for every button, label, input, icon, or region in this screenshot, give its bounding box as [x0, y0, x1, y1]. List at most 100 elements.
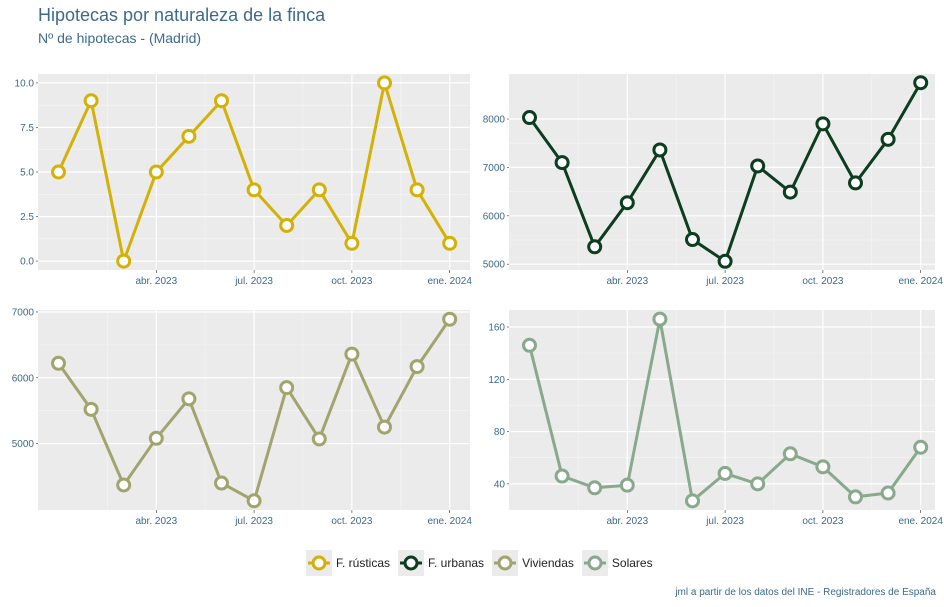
x-tick-label: ene. 2024 [427, 276, 472, 287]
x-tick-label: jul. 2023 [705, 516, 744, 527]
panel-f-r-sticas: 0.0 2.5 5.0 7.5 10.0 abr. 2023 jul. 2023 oct. 2… [15, 74, 472, 287]
data-point [51, 164, 66, 180]
y-tick-label: 10.0 [15, 78, 35, 89]
data-point [522, 337, 537, 353]
data-point [181, 391, 197, 407]
source-caption: jml a partir de los datos del INE - Regi… [675, 587, 936, 598]
data-point [848, 489, 863, 505]
legend-symbol-solares [583, 555, 606, 571]
x-tick-label: oct. 2023 [331, 516, 373, 527]
y-tick-label: 5000 [12, 439, 35, 450]
legend-item-rusticas: F. rústicas [306, 550, 390, 576]
data-point [311, 182, 327, 198]
legend-key-rusticas-icon [306, 550, 332, 576]
data-point [913, 75, 929, 91]
legend-key-solares-icon [581, 550, 608, 576]
x-tick-label: abr. 2023 [135, 276, 177, 287]
legend-symbol-rusticas [308, 555, 330, 571]
data-point [782, 184, 798, 200]
y-tick-label: 6000 [12, 373, 35, 384]
legend-item-viviendas: Viviendas [492, 550, 574, 576]
data-point [685, 493, 700, 509]
data-point [116, 253, 132, 269]
data-point [246, 493, 262, 509]
x-tick-label: abr. 2023 [606, 516, 648, 527]
data-point [587, 239, 603, 255]
data-point [377, 419, 392, 435]
data-point [522, 110, 537, 126]
x-tick-label: jul. 2023 [705, 276, 744, 287]
data-point [279, 217, 295, 233]
y-tick-label: 160 [488, 322, 505, 333]
y-tick-label: 2.5 [20, 212, 34, 223]
chart-subtitle: Nº de hipotecas - (Madrid) [38, 30, 202, 46]
data-point [619, 477, 635, 493]
x-tick-label: jul. 2023 [234, 276, 273, 287]
x-tick-label: ene. 2024 [427, 516, 472, 527]
panel-f-urbanas: 5000 6000 7000 8000 abr. 2023 jul. 2023 oct. 2… [483, 74, 943, 287]
data-point [880, 485, 896, 501]
chart-title: Hipotecas por naturaleza de la finca [38, 5, 326, 25]
data-point [181, 128, 197, 144]
data-point [214, 93, 229, 109]
data-point [116, 477, 132, 493]
legend-label-solares: Solares [611, 556, 653, 570]
x-tick-label: oct. 2023 [331, 276, 373, 287]
legend-label-urbanas: F. urbanas [428, 556, 485, 570]
data-point [148, 164, 164, 180]
y-tick-label: 40 [494, 479, 506, 490]
data-point [409, 182, 425, 198]
legend-item-solares: Solares [581, 550, 653, 576]
data-point [652, 311, 668, 327]
data-point [587, 480, 603, 496]
data-point [554, 468, 570, 484]
data-point [619, 195, 635, 211]
x-tick-label: abr. 2023 [135, 516, 177, 527]
legend-item-urbanas: F. urbanas [398, 550, 484, 576]
data-point [442, 311, 458, 327]
data-point [717, 253, 733, 269]
y-tick-label: 7000 [483, 163, 506, 174]
data-point [246, 182, 262, 198]
x-tick-label: abr. 2023 [606, 276, 648, 287]
legend-key-urbanas-icon [398, 550, 425, 576]
data-point [344, 235, 360, 251]
data-point [311, 431, 327, 447]
data-point [848, 175, 863, 191]
y-tick-label: 7.5 [20, 123, 34, 134]
data-point [913, 439, 929, 455]
data-point [344, 346, 360, 362]
data-point [148, 430, 164, 446]
panel-background [509, 74, 935, 270]
legend-symbol-viviendas [494, 555, 517, 571]
data-point [750, 158, 766, 174]
data-point [685, 232, 700, 248]
panel-solares: 40 80 120 160 abr. 2023 jul. 2023 oct. 2023 ene… [488, 310, 943, 527]
data-point [51, 355, 66, 371]
data-point [815, 459, 831, 475]
x-tick-label: oct. 2023 [802, 516, 844, 527]
y-tick-label: 8000 [483, 115, 506, 126]
x-tick-label: jul. 2023 [234, 516, 273, 527]
data-point [717, 465, 733, 481]
data-point [782, 446, 798, 462]
data-point [554, 155, 570, 171]
data-point [442, 235, 458, 251]
x-tick-label: ene. 2024 [898, 516, 943, 527]
data-point [750, 476, 766, 492]
data-point [652, 142, 668, 158]
charts-area: 0.0 2.5 5.0 7.5 10.0 abr. 2023 jul. 2023 oct. 2… [12, 74, 943, 527]
data-point [815, 116, 831, 132]
legend-label-viviendas: Viviendas [522, 556, 574, 570]
x-tick-label: oct. 2023 [802, 276, 844, 287]
data-point [214, 475, 229, 491]
data-point [83, 401, 99, 417]
data-point [880, 131, 896, 147]
y-tick-label: 7000 [12, 307, 35, 318]
x-tick-label: ene. 2024 [898, 276, 943, 287]
legend-key-viviendas-icon [492, 550, 519, 576]
y-tick-label: 0.0 [20, 257, 34, 268]
legend-label-rusticas: F. rústicas [336, 556, 391, 570]
y-tick-label: 5000 [483, 260, 506, 271]
data-point [409, 359, 425, 375]
